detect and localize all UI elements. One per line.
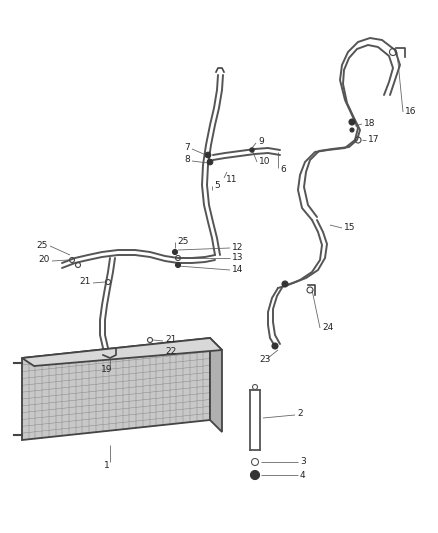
Text: 23: 23 [259,356,271,365]
Text: 25: 25 [37,240,48,249]
Text: 16: 16 [405,108,417,117]
Circle shape [207,159,213,165]
Text: 14: 14 [232,264,244,273]
Text: 3: 3 [300,457,306,466]
Circle shape [251,471,259,480]
Text: 19: 19 [101,365,113,374]
Text: 9: 9 [258,138,264,147]
Text: 25: 25 [177,237,188,246]
Circle shape [250,148,254,152]
Text: 8: 8 [184,156,190,165]
Polygon shape [210,338,222,432]
Circle shape [173,249,177,254]
Text: 7: 7 [184,143,190,152]
Text: 10: 10 [259,157,271,166]
Text: 20: 20 [39,255,50,264]
Text: 17: 17 [368,134,379,143]
Circle shape [282,281,288,287]
Text: 5: 5 [214,181,220,190]
Text: 11: 11 [226,174,237,183]
Circle shape [176,262,180,268]
Text: 24: 24 [322,324,333,333]
Text: 1: 1 [104,461,110,470]
Circle shape [272,343,278,349]
Text: 21: 21 [165,335,177,344]
Text: 15: 15 [344,222,356,231]
Text: 22: 22 [165,346,176,356]
Circle shape [350,128,354,132]
Circle shape [349,119,355,125]
Text: 18: 18 [364,118,375,127]
Text: 6: 6 [280,165,286,174]
Polygon shape [22,338,210,440]
Circle shape [205,152,211,158]
Text: 2: 2 [297,409,303,418]
Text: 21: 21 [80,278,91,287]
Text: 4: 4 [300,471,306,480]
Polygon shape [22,338,222,366]
Text: 12: 12 [232,243,244,252]
Text: 13: 13 [232,253,244,262]
